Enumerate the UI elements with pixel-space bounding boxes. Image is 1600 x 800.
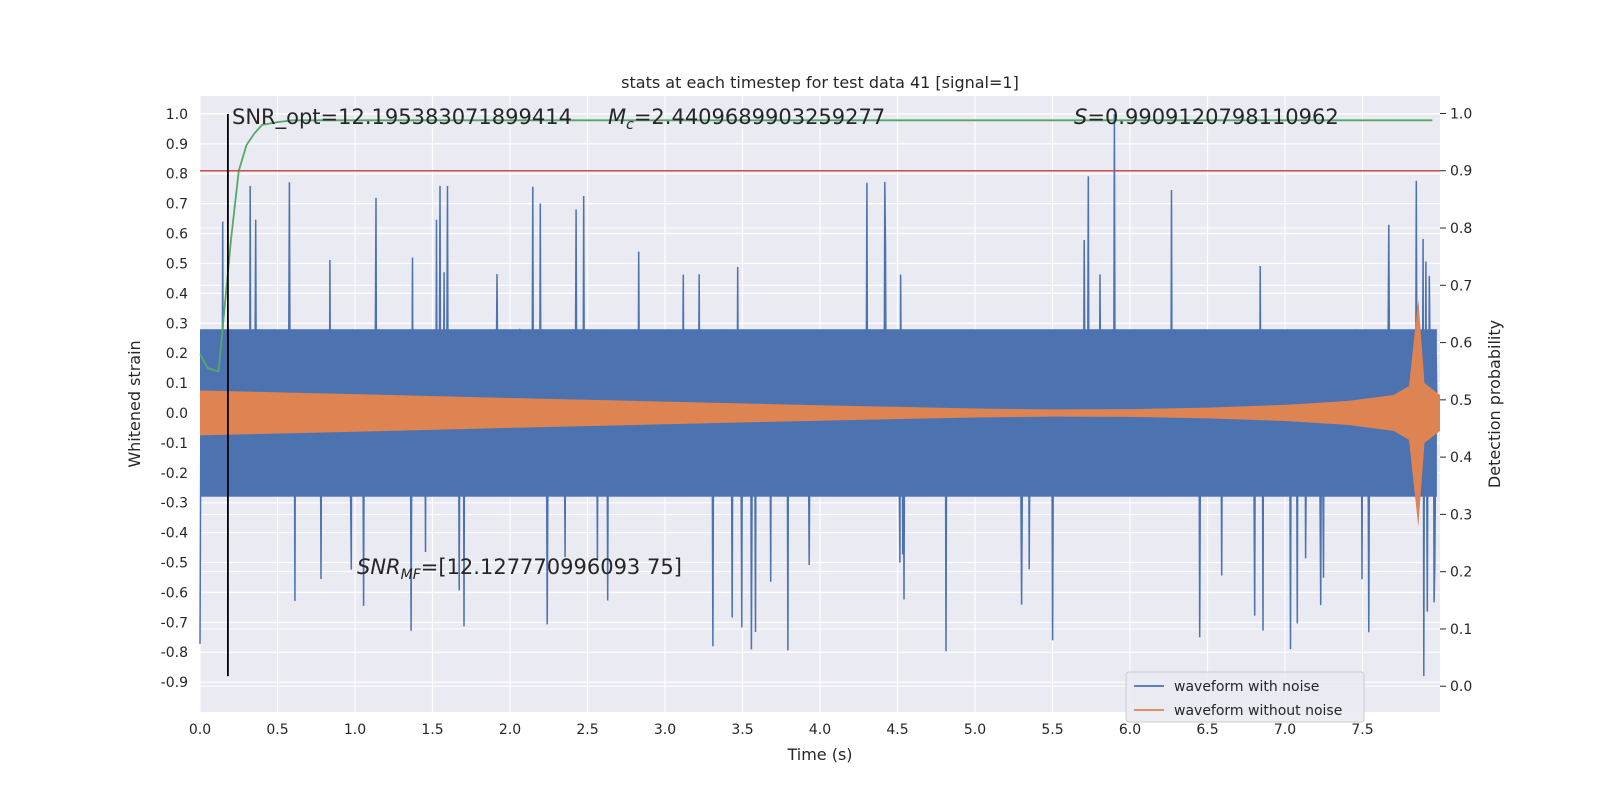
annotation-chirp-mass: Mc=2.4409689903259277: [608, 105, 885, 133]
y-tick-label: 0.2: [166, 346, 188, 362]
ticks: 0.0 0.5 1.0 1.5 2.0 2.5 3.0 3.5 4.0 4.5 5.0 5.5 6.0 6…: [161, 106, 1473, 738]
x-tick-label: 3.0: [654, 722, 676, 738]
x-axis-label: Time (s): [786, 745, 852, 764]
y-tick-label: 0.1: [166, 376, 188, 392]
y-tick-label: 0.9: [166, 137, 188, 153]
score-text: S=0.9909120798110962: [1074, 105, 1339, 129]
snr-mf-subscript: MF: [401, 567, 422, 583]
y2-tick-label: 1.0: [1450, 106, 1472, 122]
legend: waveform with noise waveform without noi…: [1125, 671, 1365, 723]
y-tick-label: -0.8: [161, 645, 188, 661]
y2-tick-label: 0.0: [1450, 679, 1472, 695]
y2-axis-label: Detection probability: [1485, 320, 1504, 488]
x-tick-label: 2.5: [576, 722, 598, 738]
snr-mf-value: =[12.127770996093 75]: [421, 555, 682, 579]
clean-waveform-series: [200, 299, 1440, 527]
chirp-mass-subscript: c: [626, 117, 634, 133]
legend-box: [1125, 671, 1365, 723]
x-tick-label: 2.0: [499, 722, 521, 738]
y-tick-label: -0.9: [161, 675, 188, 691]
y-tick-label: -0.5: [161, 555, 188, 571]
x-tick-label: 4.0: [809, 722, 831, 738]
x-tick-label: 0.5: [266, 722, 288, 738]
score-value: =0.9909120798110962: [1087, 105, 1338, 129]
y-tick-label: 0.8: [166, 167, 188, 183]
y-tick-label: -0.2: [161, 466, 188, 482]
y-tick-label: -0.7: [161, 615, 188, 631]
y2-tick-label: 0.7: [1450, 278, 1472, 294]
x-tick-label: 1.5: [421, 722, 443, 738]
legend-label-clean: waveform without noise: [1174, 703, 1342, 719]
detection-probability-line: [199, 119, 1433, 373]
noisy-waveform-series: [199, 113, 1438, 677]
y-tick-label: -0.3: [161, 496, 188, 512]
chart-title: stats at each timestep for test data 41 …: [621, 73, 1019, 92]
snr-mf-symbol: SNR: [357, 555, 401, 579]
y-tick-label: 1.0: [166, 107, 188, 123]
y-tick-label: -0.6: [161, 585, 188, 601]
y2-tick-label: 0.6: [1450, 336, 1472, 352]
y2-tick-label: 0.1: [1450, 622, 1472, 638]
y-tick-label: 0.4: [166, 286, 188, 302]
legend-label-noisy: waveform with noise: [1174, 679, 1319, 695]
x-tick-label: 7.5: [1351, 722, 1373, 738]
y-tick-label: 0.6: [166, 227, 188, 243]
y-tick-label: -0.4: [161, 526, 188, 542]
annotation-snr-mf: SNRMF=[12.127770996093 75]: [357, 555, 682, 583]
y2-tick-label: 0.3: [1450, 507, 1472, 523]
x-tick-label: 5.0: [964, 722, 986, 738]
chirp-mass-value: =2.4409689903259277: [634, 105, 885, 129]
x-tick-label: 4.5: [886, 722, 908, 738]
x-tick-label: 7.0: [1274, 722, 1296, 738]
chirp-mass-symbol: M: [608, 105, 626, 129]
y2-tick-label: 0.9: [1450, 164, 1472, 180]
x-tick-label: 1.0: [344, 722, 366, 738]
annotation-snr-opt: SNR_opt=12.195383071899414: [232, 105, 572, 130]
y-tick-label: 0.5: [166, 256, 188, 272]
x-tick-label: 5.5: [1041, 722, 1063, 738]
x-tick-label: 0.0: [189, 722, 211, 738]
y2-tick-label: 0.4: [1450, 450, 1472, 466]
snr-mf-text: SNRMF=[12.127770996093 75]: [357, 555, 682, 583]
annotation-score: S=0.9909120798110962: [1074, 105, 1339, 129]
y-tick-label: 0.0: [166, 406, 188, 422]
x-tick-label: 3.5: [731, 722, 753, 738]
series-layer: [199, 113, 1440, 677]
y2-tick-label: 0.2: [1450, 565, 1472, 581]
y-tick-label: 0.7: [166, 197, 188, 213]
y2-tick-label: 0.8: [1450, 221, 1472, 237]
y-axis-label: Whitened strain: [125, 340, 144, 467]
snr-opt-text: SNR_opt=12.195383071899414: [232, 105, 572, 130]
x-tick-label: 6.0: [1119, 722, 1141, 738]
y2-tick-label: 0.5: [1450, 393, 1472, 409]
chirp-mass-text: Mc=2.4409689903259277: [608, 105, 885, 133]
y-tick-label: -0.1: [161, 436, 188, 452]
score-symbol: S: [1074, 105, 1087, 129]
y-tick-label: 0.3: [166, 316, 188, 332]
x-tick-label: 6.5: [1196, 722, 1218, 738]
